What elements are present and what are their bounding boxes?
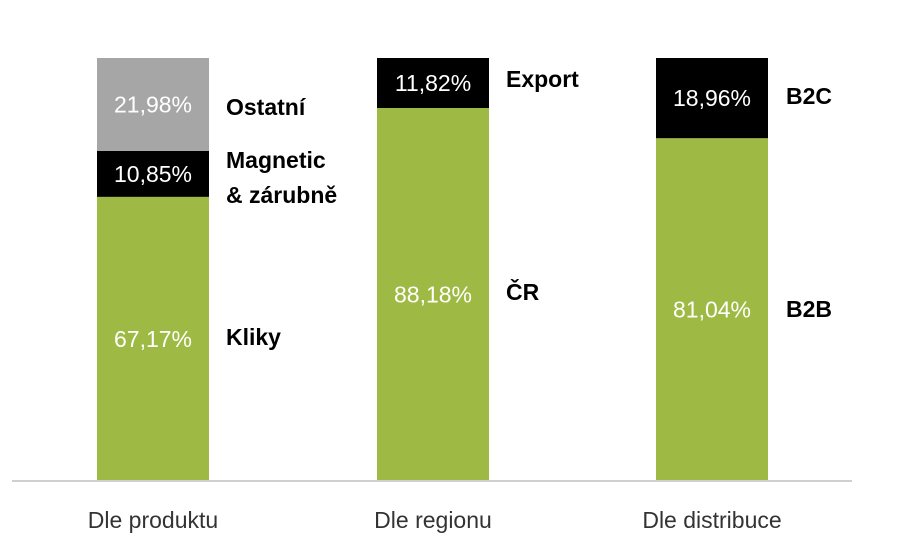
segment-name-b2b: B2B <box>786 296 832 322</box>
data-label-magnetic-zárubně: 10,85% <box>114 161 192 187</box>
segment-name-magnetic-zárubně: Magnetic & zárubně <box>226 147 337 208</box>
category-labels: Dle produktu Dle regionu Dle distribuce <box>88 507 782 533</box>
data-label-b2b: 81,04% <box>673 297 751 323</box>
bar-segment-magnetic-zárubně <box>97 150 209 197</box>
bar-segment-export <box>377 58 489 108</box>
category-label-2: Dle distribuce <box>642 507 781 533</box>
bar-segment-čr <box>377 107 489 481</box>
segment-name-kliky: Kliky <box>226 324 281 350</box>
category-label-0: Dle produktu <box>88 507 218 533</box>
data-label-kliky: 67,17% <box>114 326 192 352</box>
bar-segment-ostatní <box>97 58 209 151</box>
bar-segment-b2b <box>656 138 768 481</box>
data-label-ostatní: 21,98% <box>114 91 192 117</box>
data-label-export: 11,82% <box>395 70 471 96</box>
bar-segment-kliky <box>97 196 209 481</box>
segment-name-ostatní: Ostatní <box>226 94 307 120</box>
bars-layer: 67,17% Kliky 10,85% Magnetic & zárubně 21,98%… <box>97 58 832 481</box>
data-label-čr: 88,18% <box>394 281 472 307</box>
segment-name-export: Export <box>506 66 579 92</box>
data-label-b2c: 18,96% <box>673 85 751 111</box>
bar-segment-b2c <box>656 58 768 139</box>
segment-name-čr: ČR <box>506 278 540 305</box>
segment-name-b2c: B2C <box>786 83 832 109</box>
category-label-1: Dle regionu <box>374 507 492 533</box>
